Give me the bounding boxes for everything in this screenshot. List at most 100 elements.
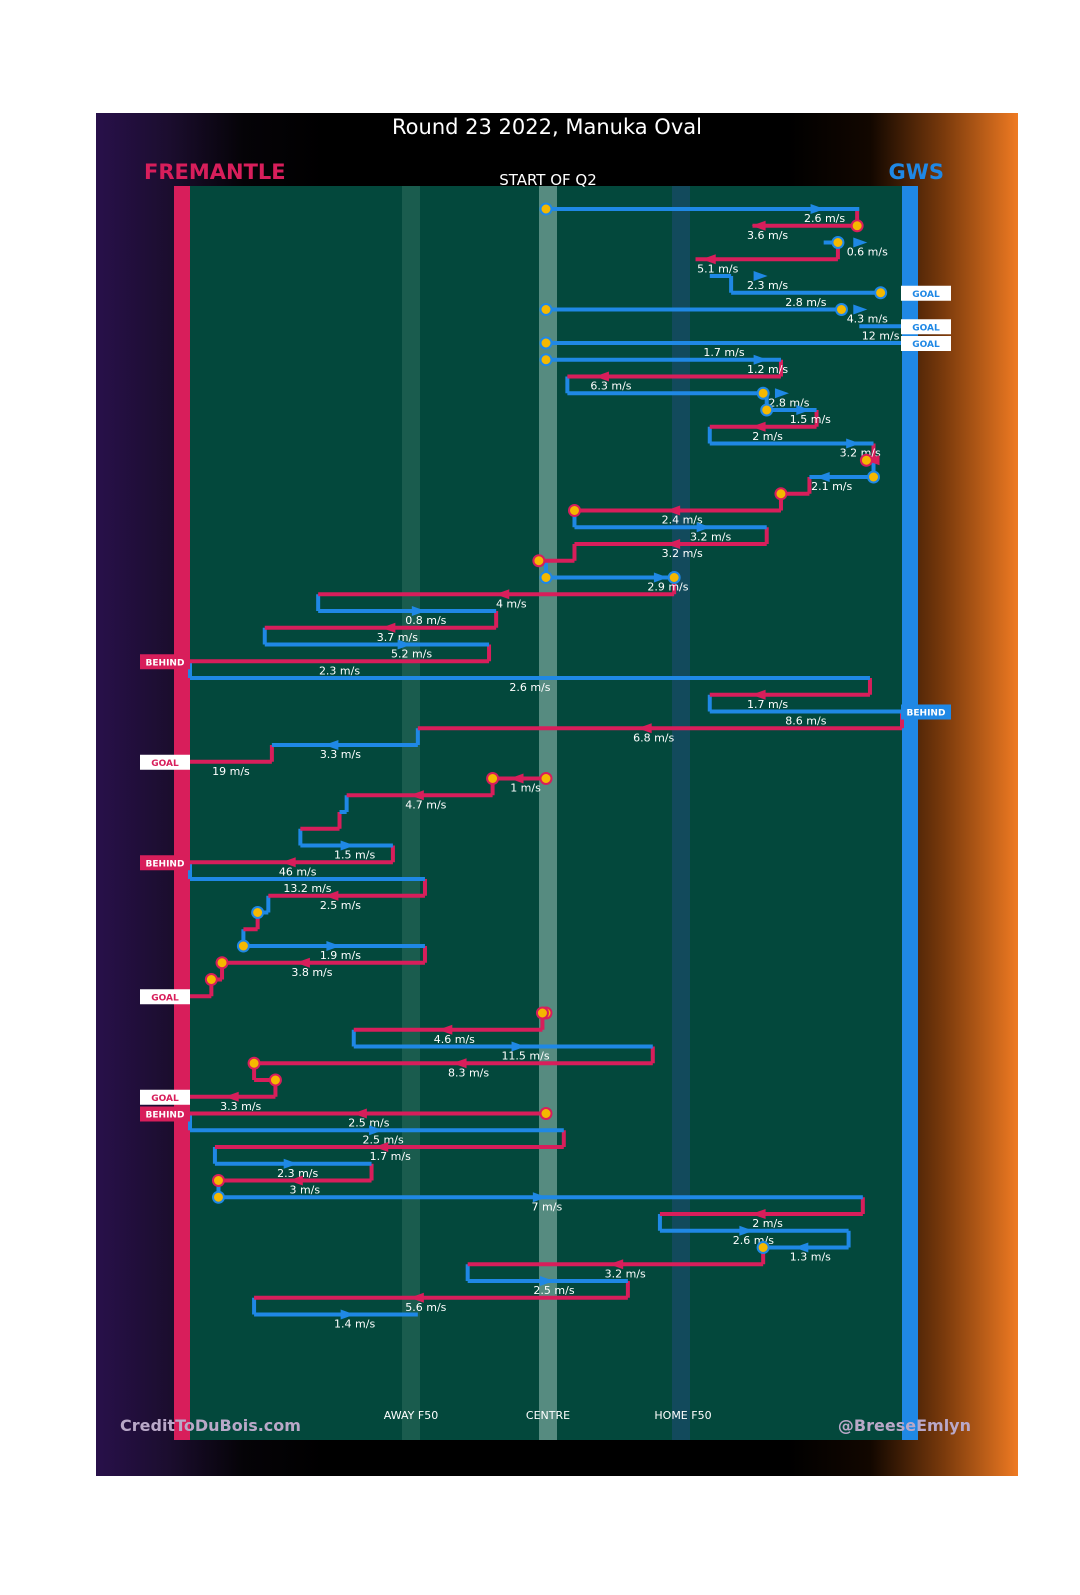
outcome-label: GOAL [151,759,179,769]
centre-stripe [539,186,557,1440]
speed-label: 1.7 m/s [370,1150,411,1163]
gws-direction-arrow [815,472,830,482]
speed-label: 19 m/s [212,765,250,778]
away-f50-stripe [402,186,420,1440]
chain-end-marker [667,571,681,584]
speed-label: 2.1 m/s [811,480,852,493]
fremantle-direction-arrow [751,421,766,432]
chain-end-marker [486,772,500,785]
fremantle-direction-arrow [295,957,310,968]
gws-direction-arrow [853,237,868,248]
goal-badge [901,319,951,335]
speed-label: 3 m/s [289,1184,320,1197]
speed-label: 1 m/s [510,782,541,795]
speed-label: 4.6 m/s [434,1033,475,1046]
fremantle-direction-arrow [409,1292,424,1303]
fremantle-direction-arrow [409,790,424,801]
gws-direction-arrow [540,1276,554,1286]
fremantle-label: FREMANTLE [144,160,286,184]
speed-label: 2.6 m/s [509,681,550,694]
behind-badge [140,855,190,871]
gws-goal-bar [902,186,918,1440]
outcome-label: GOAL [151,1094,179,1104]
chain-end-marker [756,1241,770,1254]
chain-start-marker [211,1190,225,1204]
chain-end-marker [859,453,873,467]
speed-label: 3.2 m/s [605,1267,646,1280]
gws-direction-arrow [369,1125,384,1136]
chain-start-marker [539,772,553,785]
fremantle-direction-arrow [609,1259,624,1270]
chain-start-marker [539,303,553,316]
speed-label: 5.1 m/s [697,262,738,275]
chain-end-marker [874,286,888,300]
speed-label: 2.9 m/s [647,581,688,594]
fremantle-direction-arrow [438,1024,453,1035]
fremantle-direction-arrow [324,890,339,901]
chart-title: Round 23 2022, Manuka Oval [392,115,702,139]
speed-label: 2.3 m/s [747,279,788,292]
fremantle-direction-arrow [452,1058,467,1069]
fremantle-direction-arrow [288,1175,303,1186]
chain-start-marker [539,202,553,216]
goal-badge [901,285,951,301]
speed-label: 3.2 m/s [662,547,703,560]
outcome-label: GOAL [912,290,940,300]
fremantle-direction-arrow [374,1142,389,1152]
fremantle-direction-arrow [594,371,609,382]
fremantle-direction-arrow [281,857,296,868]
gws-direction-arrow [324,740,339,750]
chain-start-marker [539,1107,553,1120]
speed-label: 2.8 m/s [785,296,826,309]
fremantle-direction-arrow [495,589,510,600]
chain-end-marker [834,303,848,316]
speed-label: 8.3 m/s [448,1066,489,1079]
fremantle-direction-arrow [666,539,681,549]
chain-end-marker [532,554,546,568]
gws-direction-arrow [753,354,768,365]
speed-label: 2.6 m/s [804,212,845,225]
gws-direction-arrow [411,606,426,616]
gws-direction-arrow [397,639,412,650]
fremantle-direction-arrow [701,254,716,265]
fremantle-direction-arrow [751,220,766,231]
fremantle-direction-arrow [751,689,766,700]
gws-direction-arrow [340,840,355,851]
gws-direction-arrow [846,438,861,449]
goal-badge [140,1089,190,1105]
speed-label: 11.5 m/s [501,1050,549,1063]
fremantle-direction-arrow [637,723,652,734]
speed-label: 1.7 m/s [703,346,744,359]
speed-label: 4.3 m/s [847,313,888,326]
chain-start-marker [850,219,864,233]
speed-label: 1.4 m/s [334,1318,375,1331]
gws-direction-arrow [511,1041,526,1052]
chain-start-marker [867,470,881,484]
fremantle-direction-arrow [751,1209,766,1219]
gws-direction-arrow [653,572,668,583]
gws-direction-arrow [753,271,768,281]
outcome-label: BEHIND [146,859,185,869]
goal-badge [140,989,190,1005]
x-label-home-f50: HOME F50 [654,1409,711,1422]
speed-label: 2.3 m/s [319,664,360,677]
speed-label: 8.6 m/s [785,715,826,728]
outcome-label: GOAL [912,340,940,350]
speed-label: 4.7 m/s [405,798,446,811]
behind-badge [140,1106,190,1122]
chain-end-marker [535,1006,549,1020]
speed-label: 4 m/s [496,597,527,610]
speed-label: 5.6 m/s [405,1301,446,1314]
speed-label: 2.5 m/s [348,1117,389,1130]
speed-label: 0.6 m/s [847,246,888,259]
fremantle-direction-arrow [509,773,524,784]
gws-label: GWS [888,160,944,184]
speed-label: 7 m/s [532,1200,563,1213]
gws-direction-arrow [340,1309,355,1320]
gws-direction-arrow [774,388,789,399]
fremantle-direction-arrow [666,505,681,516]
speed-label: 1.7 m/s [747,698,788,711]
fremantle-direction-arrow [381,622,396,633]
goal-badge [140,754,190,770]
chain-end-marker [831,236,845,249]
